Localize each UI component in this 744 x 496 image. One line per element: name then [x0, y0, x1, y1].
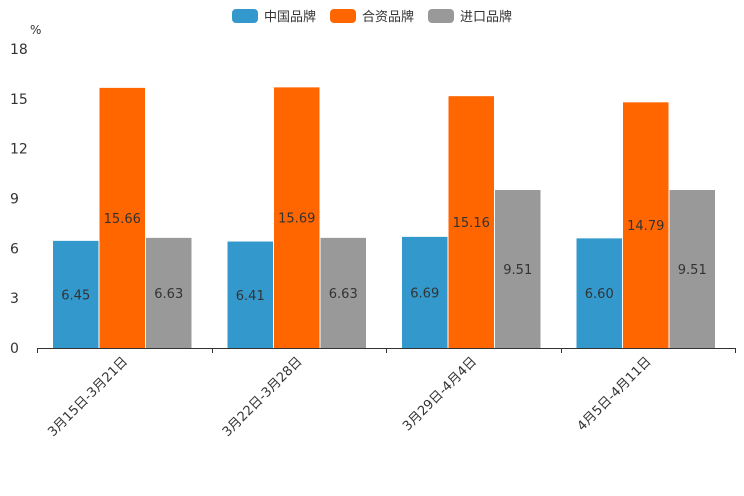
bar-series-1-category-3 [623, 102, 669, 349]
legend-label-joint-venture-brand: 合资品牌 [361, 10, 414, 25]
data-label-series-1-category-1: 15.69 [278, 212, 315, 227]
data-label-series-2-category-0: 6.63 [154, 287, 183, 302]
legend-swatch-imported-brand [428, 8, 454, 23]
y-tick-label-4: 12 [10, 142, 28, 158]
legend-item-imported-brand[interactable]: 进口品牌 [428, 6, 512, 25]
bar-series-2-category-2 [495, 190, 541, 348]
bar-series-1-category-1 [274, 87, 320, 348]
data-label-series-1-category-2: 15.16 [453, 216, 490, 231]
legend-label-china-brand: 中国品牌 [263, 10, 316, 25]
y-tick-label-0: 0 [10, 341, 19, 357]
legend-swatch-joint-venture-brand [329, 8, 356, 23]
y-tick-label-2: 6 [10, 241, 19, 257]
legend-label-imported-brand: 进口品牌 [460, 10, 513, 25]
bar-series-0-category-3 [576, 238, 622, 348]
bar-series-0-category-2 [402, 236, 448, 348]
data-label-series-0-category-1: 6.41 [236, 289, 265, 304]
bar-series-2-category-0 [146, 237, 192, 348]
x-tick-label-1: 3月22日-3月28日 [220, 354, 306, 440]
data-label-series-0-category-3: 6.60 [585, 287, 614, 302]
y-tick-label-6: 18 [10, 42, 28, 58]
x-tick-label-3: 4月5日-4月11日 [575, 354, 655, 434]
data-label-series-0-category-2: 6.69 [410, 286, 439, 301]
bar-series-2-category-3 [669, 190, 715, 348]
data-label-series-2-category-2: 9.51 [503, 263, 532, 278]
chart-legend: 中国品牌 合资品牌 进口品牌 [0, 6, 744, 25]
legend-item-china-brand[interactable]: 中国品牌 [231, 6, 316, 25]
x-tick-label-2: 3月29日-4月4日 [400, 354, 480, 434]
y-tick-label-1: 3 [10, 291, 19, 307]
x-tick-label-0: 3月15日-3月21日 [45, 354, 131, 440]
bar-series-0-category-0 [53, 240, 99, 348]
bar-series-2-category-1 [320, 237, 366, 348]
data-label-series-0-category-0: 6.45 [61, 288, 90, 303]
y-axis-unit-label: % [30, 23, 41, 37]
data-label-series-2-category-3: 9.51 [678, 263, 707, 278]
bar-series-1-category-0 [99, 87, 145, 349]
y-tick-label-5: 15 [10, 92, 28, 108]
data-label-series-1-category-0: 15.66 [104, 212, 141, 227]
data-label-series-1-category-3: 14.79 [627, 219, 664, 234]
bar-series-1-category-2 [448, 96, 494, 348]
y-tick-label-3: 9 [10, 192, 19, 208]
legend-swatch-china-brand [231, 8, 258, 23]
legend-item-joint-venture-brand[interactable]: 合资品牌 [329, 6, 414, 25]
bar-series-0-category-1 [227, 241, 273, 348]
data-label-series-2-category-1: 6.63 [329, 287, 358, 302]
